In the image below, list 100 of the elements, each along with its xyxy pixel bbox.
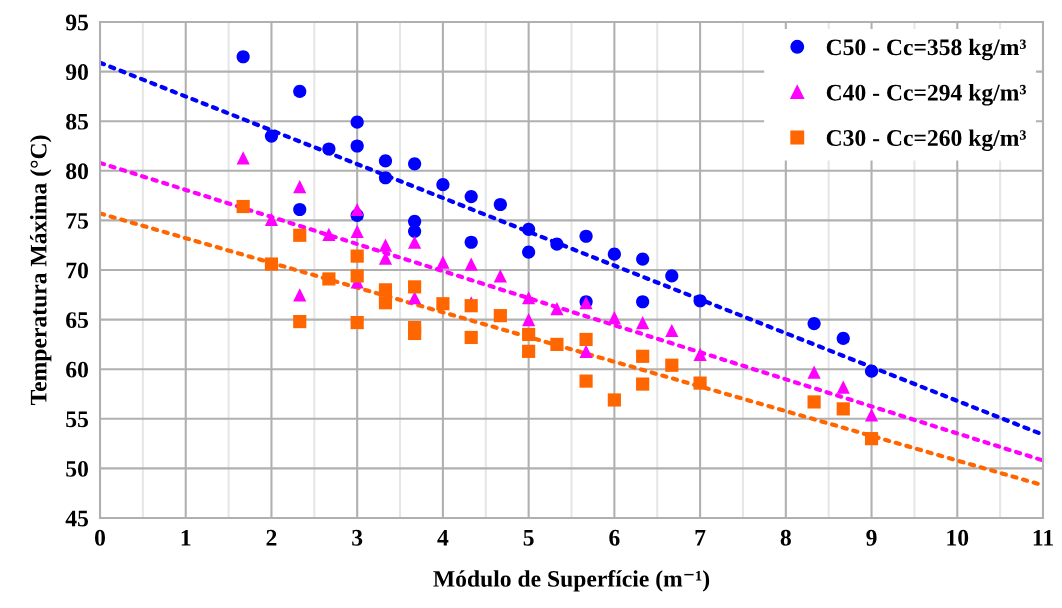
point (464, 235, 478, 249)
y-tick-label: 55 (66, 411, 89, 428)
point (665, 358, 679, 372)
point (464, 257, 478, 271)
legend-label: C30 - Cc=260 kg/m³ (826, 129, 1026, 151)
x-tick-label: 2 (266, 529, 277, 546)
point (350, 249, 364, 263)
point (807, 395, 821, 409)
y-tick-label: 65 (66, 312, 89, 329)
point (522, 222, 536, 236)
point (236, 151, 250, 165)
y-tick-label: 80 (66, 163, 88, 180)
point (293, 180, 307, 194)
point (636, 252, 650, 266)
point (836, 380, 850, 394)
point (493, 269, 507, 283)
point (522, 291, 536, 305)
point (607, 247, 621, 261)
x-tick-label: 9 (866, 529, 877, 546)
point (864, 364, 879, 378)
point (436, 255, 450, 269)
x-tick-label: 5 (523, 530, 534, 546)
x-tick-label: 0 (95, 529, 105, 546)
point (378, 296, 393, 310)
point (522, 327, 536, 342)
point (236, 199, 250, 214)
y-tick-label: 60 (66, 361, 88, 378)
point (264, 212, 279, 226)
x-tick-label: 4 (437, 529, 449, 546)
y-tick-label: 50 (66, 460, 88, 477)
point (579, 344, 593, 358)
point (579, 229, 593, 243)
x-tick-label: 11 (1033, 529, 1053, 546)
point (264, 129, 279, 143)
x-tick-label: 1 (181, 529, 191, 546)
point (378, 171, 393, 185)
point (693, 294, 707, 308)
legend-label: C40 - Cc=294 kg/m³ (826, 84, 1026, 106)
point (408, 326, 422, 341)
point (636, 349, 650, 363)
point (293, 288, 307, 302)
point (522, 313, 536, 327)
point (350, 315, 364, 330)
point (807, 316, 821, 331)
point (636, 377, 650, 391)
point (665, 323, 679, 338)
point (522, 344, 536, 358)
point (693, 376, 707, 390)
point (464, 190, 478, 204)
x-tick-label: 3 (352, 529, 363, 546)
point (636, 295, 650, 309)
point (293, 202, 307, 217)
point (836, 402, 850, 416)
point (322, 272, 336, 286)
x-tick-label: 7 (695, 530, 706, 546)
point (836, 331, 850, 346)
point (408, 157, 422, 171)
point (550, 302, 564, 316)
y-tick-label: 90 (65, 64, 88, 81)
x-tick-label: 8 (780, 529, 791, 546)
x-tick-label: 6 (609, 529, 620, 546)
point (436, 297, 450, 311)
point (665, 269, 679, 283)
point (350, 115, 364, 129)
y-tick-label: 45 (65, 510, 89, 527)
point (322, 227, 336, 241)
point (864, 408, 879, 422)
y-tick-label: 95 (65, 14, 89, 31)
point (522, 245, 536, 259)
point (350, 202, 364, 217)
point (378, 154, 393, 168)
point (493, 197, 507, 212)
x-axis-title: Módulo de Superfície (m⁻¹) (433, 569, 710, 592)
point (579, 332, 593, 347)
point (322, 142, 336, 156)
point (607, 311, 621, 325)
point (464, 330, 478, 345)
point (550, 337, 564, 351)
point (807, 365, 821, 379)
point (493, 309, 507, 323)
y-tick-label: 85 (66, 113, 89, 130)
point (350, 139, 364, 153)
legend-label: C50 - Cc=358 kg/m³ (826, 38, 1026, 61)
point (636, 315, 650, 330)
point (436, 178, 450, 192)
point (408, 235, 422, 249)
y-tick-label: 70 (66, 262, 88, 279)
point (408, 224, 422, 238)
point (378, 238, 393, 252)
point (378, 283, 393, 297)
point (693, 347, 707, 361)
point (864, 432, 879, 446)
point (236, 50, 250, 64)
point (408, 280, 422, 294)
point (264, 257, 279, 271)
x-tick-label: 10 (947, 529, 969, 546)
point (607, 393, 621, 407)
point (293, 228, 307, 242)
point (293, 315, 307, 329)
point (579, 374, 593, 388)
